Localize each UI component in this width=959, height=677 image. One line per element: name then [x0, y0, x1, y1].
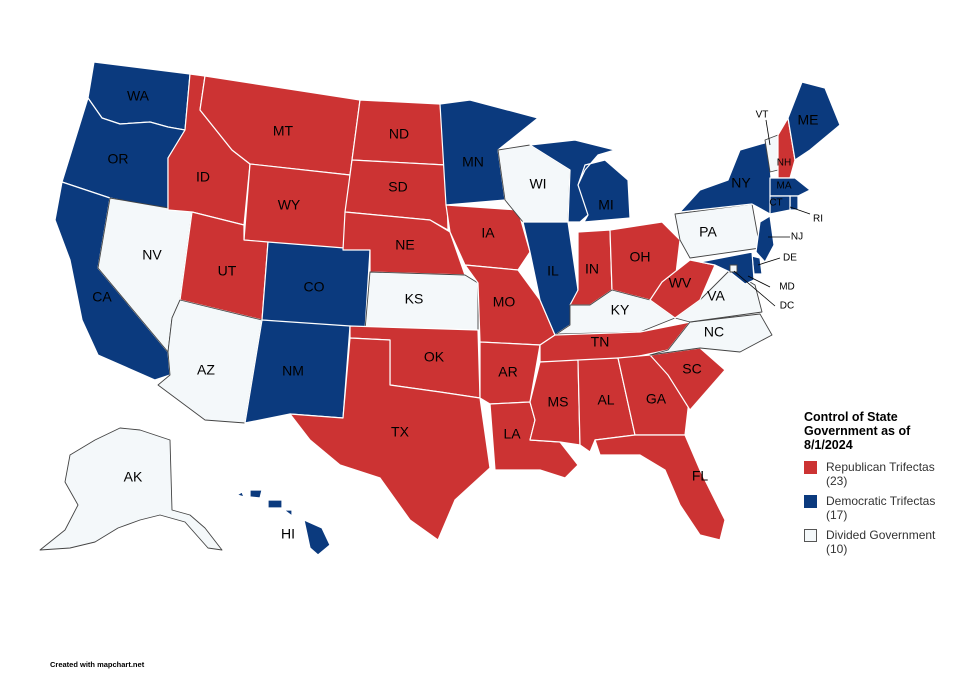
state-wv[interactable] [649, 259, 716, 319]
state-label-co: CO [304, 279, 325, 295]
state-label-tn: TN [591, 334, 610, 350]
state-ak[interactable] [39, 427, 223, 551]
state-label-ma: MA [777, 181, 792, 192]
state-label-mo: MO [493, 294, 516, 310]
state-label-me: ME [798, 112, 819, 128]
state-mi[interactable] [529, 139, 631, 223]
state-label-hi: HI [281, 526, 295, 542]
state-me[interactable] [787, 81, 841, 161]
state-ri[interactable] [789, 195, 799, 211]
legend-item-divided: Divided Government (10) [804, 528, 954, 556]
label-leader-lines [733, 119, 811, 307]
state-label-wy: WY [278, 197, 301, 213]
state-ct[interactable] [769, 195, 791, 215]
legend-item-democratic: Democratic Trifectas (17) [804, 494, 954, 522]
state-label-nd: ND [389, 126, 409, 142]
state-nj[interactable] [755, 215, 775, 263]
state-nh[interactable] [777, 117, 796, 179]
state-label-nv: NV [142, 247, 162, 263]
state-label-ak: AK [124, 469, 143, 485]
state-label-pa: PA [699, 224, 717, 240]
state-label-az: AZ [197, 362, 215, 378]
state-label-in: IN [585, 261, 599, 277]
state-label-ca: CA [92, 289, 112, 305]
credit-text: Created with mapchart.net [50, 660, 145, 669]
legend-item-republican: Republican Trifectas (23) [804, 460, 954, 488]
state-label-ut: UT [218, 263, 237, 279]
state-label-de: DE [783, 253, 797, 264]
state-label-nh: NH [777, 158, 791, 169]
legend-label-divided: Divided Government (10) [826, 528, 936, 556]
state-hi[interactable] [236, 489, 331, 556]
state-ga[interactable] [617, 354, 691, 436]
state-label-ok: OK [424, 349, 445, 365]
state-ks[interactable] [364, 271, 479, 331]
state-label-oh: OH [630, 249, 651, 265]
state-ny[interactable] [679, 141, 773, 215]
legend-swatch-divided [804, 529, 817, 542]
state-label-nm: NM [282, 363, 304, 379]
state-label-ne: NE [395, 237, 414, 253]
state-label-nc: NC [704, 324, 724, 340]
legend-label-republican: Republican Trifectas (23) [826, 460, 935, 488]
state-md[interactable] [699, 251, 755, 285]
legend-label-democratic: Democratic Trifectas (17) [826, 494, 936, 522]
state-label-wv: WV [669, 275, 692, 291]
state-label-or: OR [108, 151, 129, 167]
state-label-ny: NY [731, 175, 751, 191]
state-label-il: IL [547, 263, 559, 279]
state-label-ar: AR [498, 364, 517, 380]
state-label-ri: RI [813, 214, 823, 225]
state-label-id: ID [196, 169, 210, 185]
legend-swatch-democratic [804, 495, 817, 508]
state-ma[interactable] [769, 177, 811, 197]
state-label-ga: GA [646, 391, 667, 407]
legend-swatch-republican [804, 461, 817, 474]
state-label-ms: MS [548, 394, 569, 410]
state-label-ia: IA [481, 225, 495, 241]
state-label-sd: SD [388, 179, 407, 195]
state-label-wa: WA [127, 88, 150, 104]
state-label-tx: TX [391, 424, 410, 440]
state-tx[interactable] [289, 337, 491, 541]
legend: Control of State Government as of 8/1/20… [804, 410, 954, 562]
state-label-mn: MN [462, 154, 484, 170]
state-dc[interactable] [729, 264, 738, 273]
state-label-dc: DC [780, 301, 794, 312]
state-label-nj: NJ [791, 232, 803, 243]
state-label-md: MD [779, 282, 795, 293]
state-label-fl: FL [692, 468, 709, 484]
state-label-ks: KS [405, 291, 424, 307]
legend-title: Control of State Government as of 8/1/20… [804, 410, 911, 452]
state-label-ct: CT [769, 198, 782, 209]
state-label-la: LA [503, 426, 521, 442]
state-label-ky: KY [611, 302, 630, 318]
state-pa[interactable] [674, 203, 761, 259]
state-label-mi: MI [598, 197, 614, 213]
state-label-sc: SC [682, 361, 701, 377]
state-fl[interactable] [594, 434, 726, 541]
state-label-va: VA [707, 288, 725, 304]
state-label-al: AL [597, 392, 614, 408]
state-label-vt: VT [756, 110, 769, 121]
state-label-mt: MT [273, 123, 294, 139]
state-label-wi: WI [529, 176, 546, 192]
